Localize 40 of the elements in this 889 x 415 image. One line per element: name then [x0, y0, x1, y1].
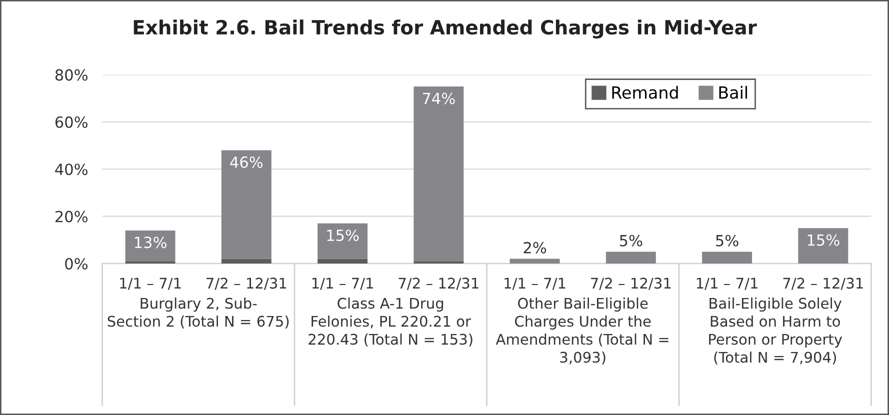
- bar: [221, 258, 272, 264]
- text: Bail-Eligible Solely Based on Harm to Person or Property (Total N = 7,904): [709, 298, 842, 364]
- data-label: 15%: [327, 230, 359, 242]
- legend-label: Remand: [612, 86, 678, 99]
- x-tick-label: 7/2 – 12/31: [591, 278, 671, 290]
- bar: [606, 252, 656, 264]
- bar: [318, 258, 368, 264]
- data-label: 13%: [134, 236, 166, 248]
- y-tick-label: 20%: [56, 210, 88, 222]
- text: Other Bail-Eligible Charges Under the Amendments (Total N = 3,093): [496, 298, 668, 364]
- x-tick-label: 7/2 – 12/31: [783, 278, 863, 290]
- bar: [125, 230, 176, 262]
- x-tick-label: 1/1 – 7/1: [120, 278, 181, 290]
- bar: [798, 228, 848, 264]
- x-tick-label: 1/1 – 7/1: [312, 278, 373, 290]
- bar: [221, 150, 272, 259]
- text: Burglary 2, Sub- Section 2 (Total N = 675): [108, 298, 289, 329]
- bar: [414, 86, 464, 262]
- data-label: 15%: [808, 234, 840, 246]
- legend-label: Bail: [719, 86, 747, 99]
- x-tick-label: 1/1 – 7/1: [696, 278, 758, 290]
- bar: [510, 258, 560, 264]
- data-label: 46%: [230, 156, 263, 168]
- data-label: 5%: [620, 234, 642, 246]
- bar: [318, 223, 368, 259]
- x-tick-label: 7/2 – 12/31: [398, 278, 478, 290]
- data-label: 5%: [716, 234, 738, 246]
- chart-title: Exhibit 2.6. Bail Trends for Amended Charges in Mid-Year: [134, 20, 757, 39]
- y-tick-label: 0%: [65, 258, 88, 270]
- bar: [414, 261, 464, 264]
- data-label: 74%: [422, 92, 455, 104]
- bar: [702, 252, 752, 264]
- x-tick-label: 1/1 – 7/1: [504, 278, 566, 290]
- bar: [125, 261, 176, 264]
- data-label: 2%: [524, 242, 546, 254]
- text: Class A-1 Drug Felonies, PL 220.21 or 220.43 (Total N = 153): [308, 298, 472, 346]
- y-tick-label: 40%: [55, 164, 88, 176]
- y-tick-label: 80%: [55, 69, 88, 81]
- x-tick-label: 7/2 – 12/31: [206, 278, 286, 290]
- y-tick-label: 60%: [55, 116, 88, 128]
